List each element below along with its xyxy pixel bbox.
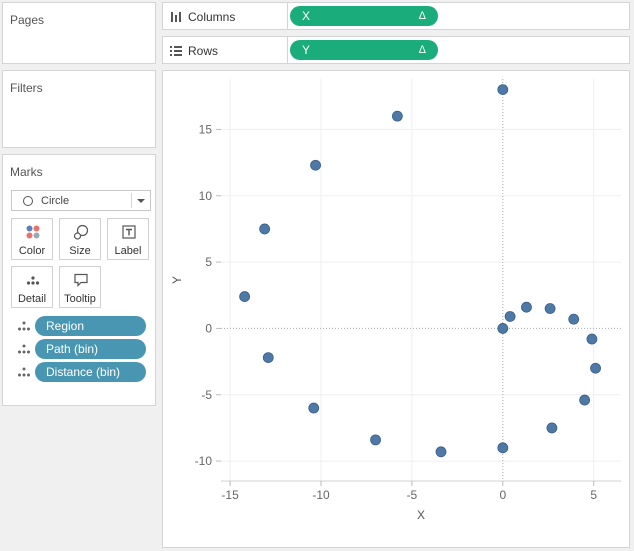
- y-tick-label: 10: [199, 189, 213, 203]
- label-button[interactable]: Label: [107, 218, 149, 260]
- detail-dots-icon: [18, 321, 30, 331]
- circle-icon: [23, 196, 33, 206]
- detail-label: Detail: [17, 293, 47, 305]
- dropdown-divider: [131, 193, 132, 208]
- filters-card[interactable]: Filters: [2, 70, 156, 148]
- scatter-point[interactable]: [262, 352, 274, 364]
- marks-field-row[interactable]: Distance (bin): [15, 362, 149, 382]
- pages-card: Pages: [2, 2, 156, 64]
- y-tick-label: -10: [195, 454, 213, 468]
- chevron-down-icon: [137, 199, 145, 203]
- scatter-point[interactable]: [497, 323, 509, 334]
- size-icon: [73, 224, 89, 240]
- y-tick-label: 15: [199, 122, 213, 136]
- x-axis-title: X: [417, 508, 425, 522]
- chart-grid: [221, 79, 621, 482]
- tooltip-button[interactable]: Tooltip: [59, 266, 101, 308]
- y-tick-label: 5: [205, 255, 212, 269]
- rows-shelf[interactable]: Rows Y Δ: [162, 36, 630, 64]
- y-tick-label: 0: [205, 321, 212, 335]
- detail-button[interactable]: Detail: [11, 266, 53, 308]
- scatter-point[interactable]: [546, 422, 558, 434]
- scatter-point[interactable]: [497, 442, 509, 454]
- scatter-point[interactable]: [259, 223, 271, 235]
- size-label: Size: [69, 245, 91, 257]
- field-pill-distance-bin[interactable]: Distance (bin): [35, 362, 146, 382]
- shelf-divider: [287, 37, 288, 63]
- scatter-point[interactable]: [544, 303, 556, 314]
- x-tick-label: -10: [312, 488, 330, 502]
- columns-pill-text: X: [302, 9, 311, 23]
- delta-icon: Δ: [418, 10, 426, 22]
- field-pill-region[interactable]: Region: [35, 316, 146, 336]
- chart-ticks: -15 -10 -5 0 5 -10 -5 0 5 10 15: [195, 122, 598, 502]
- tooltip-label: Tooltip: [64, 293, 96, 305]
- x-tick-label: -15: [221, 488, 239, 502]
- delta-icon: Δ: [418, 44, 426, 56]
- label-icon: [122, 225, 136, 239]
- scatter-point[interactable]: [579, 394, 591, 406]
- y-tick-label: -5: [201, 388, 212, 402]
- tooltip-icon: [74, 273, 88, 287]
- scatter-point[interactable]: [435, 446, 447, 458]
- scatter-point[interactable]: [590, 362, 601, 374]
- marks-card: Marks Circle Color Size Label: [2, 154, 156, 406]
- scatter-point[interactable]: [370, 434, 381, 446]
- chart-points: [239, 84, 601, 458]
- color-label: Color: [18, 245, 46, 257]
- scatter-point[interactable]: [568, 313, 580, 325]
- columns-icon: [171, 12, 181, 22]
- size-button[interactable]: Size: [59, 218, 101, 260]
- color-icon: [26, 225, 40, 239]
- color-button[interactable]: Color: [11, 218, 53, 260]
- detail-icon: [26, 276, 40, 285]
- y-axis-title: Y: [170, 276, 184, 284]
- shelf-divider: [287, 3, 288, 29]
- scatter-point[interactable]: [308, 402, 320, 414]
- rows-pill-text: Y: [302, 43, 311, 57]
- detail-dots-icon: [18, 367, 30, 377]
- rows-pill-y[interactable]: Y Δ: [290, 40, 438, 60]
- marks-field-row[interactable]: Region: [15, 316, 149, 336]
- x-tick-label: -5: [407, 488, 418, 502]
- filters-title: Filters: [10, 81, 43, 95]
- scatter-point[interactable]: [310, 159, 321, 171]
- scatter-point[interactable]: [504, 311, 516, 322]
- rows-label: Rows: [188, 44, 219, 58]
- detail-dots-icon: [18, 344, 30, 354]
- scatter-point[interactable]: [497, 84, 509, 96]
- label-label: Label: [114, 245, 142, 257]
- pages-title: Pages: [10, 13, 45, 27]
- columns-shelf[interactable]: Columns X Δ: [162, 2, 630, 30]
- columns-label: Columns: [188, 10, 236, 24]
- viz-area[interactable]: -15 -10 -5 0 5 -10 -5 0 5 10 15 X Y: [162, 70, 630, 548]
- x-tick-label: 5: [590, 488, 597, 502]
- scatter-point[interactable]: [521, 301, 532, 313]
- marks-title: Marks: [10, 165, 43, 179]
- scatter-chart[interactable]: -15 -10 -5 0 5 -10 -5 0 5 10 15 X Y: [163, 71, 629, 547]
- mark-type-label: Circle: [41, 195, 70, 207]
- rows-icon: [170, 46, 182, 56]
- columns-pill-x[interactable]: X Δ: [290, 6, 438, 26]
- marks-field-row[interactable]: Path (bin): [15, 339, 149, 359]
- mark-type-dropdown[interactable]: Circle: [11, 190, 151, 211]
- scatter-point[interactable]: [239, 291, 251, 302]
- scatter-point[interactable]: [586, 333, 598, 345]
- scatter-point[interactable]: [391, 110, 403, 122]
- x-tick-label: 0: [499, 488, 506, 502]
- field-pill-path-bin[interactable]: Path (bin): [35, 339, 146, 359]
